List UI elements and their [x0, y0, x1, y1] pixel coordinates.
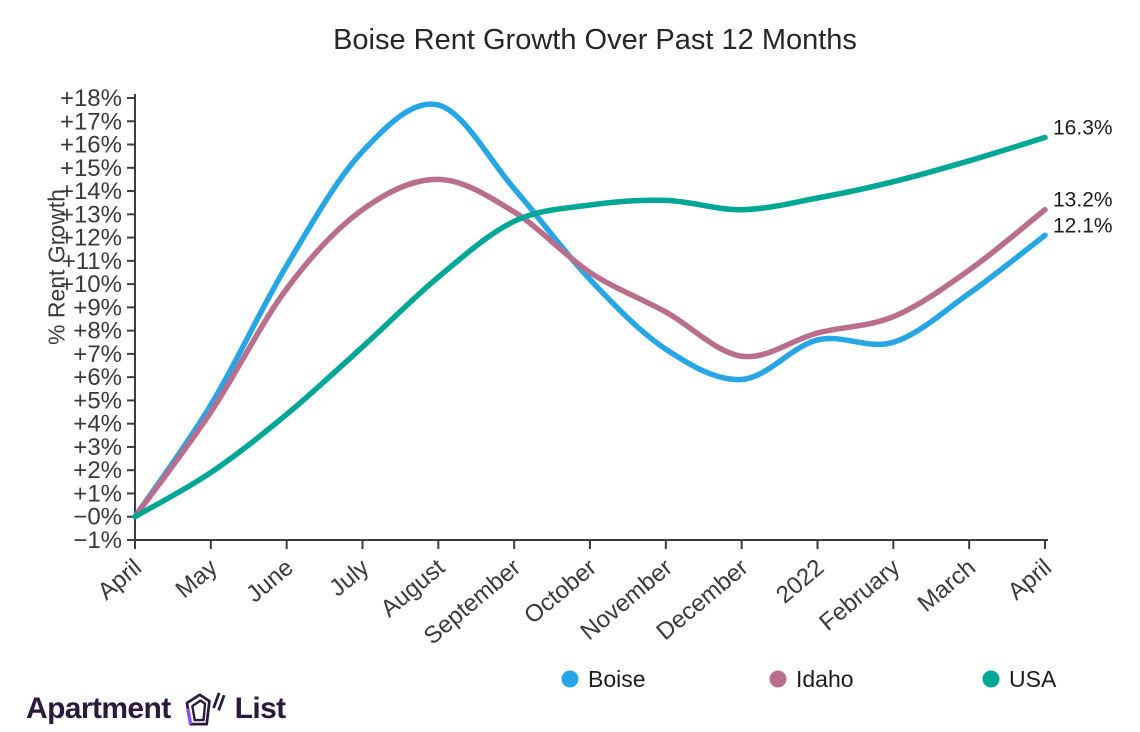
y-axis-tick-label: +2%	[73, 457, 122, 484]
x-axis-tick-label: May	[171, 554, 223, 604]
series-end-label-boise: 12.1%	[1053, 214, 1113, 237]
house-purple-accent	[185, 708, 192, 725]
y-axis-tick-label: +12%	[60, 225, 122, 252]
house-inner-outline	[190, 699, 206, 722]
y-axis-tick-label: +10%	[60, 271, 122, 298]
x-axis-tick-label: June	[241, 554, 298, 608]
chart-title: Boise Rent Growth Over Past 12 Months	[333, 24, 857, 56]
series-line-idaho	[132, 176, 1048, 520]
x-axis-tick-label: April	[1003, 554, 1057, 606]
apartment-list-house-icon	[185, 692, 226, 726]
y-axis-tick-label: +3%	[73, 434, 122, 461]
y-axis-tick-label: +15%	[60, 155, 122, 182]
apartment-list-logo: Apartment List	[26, 689, 286, 729]
y-axis-tick-label: +8%	[73, 318, 122, 345]
legend-marker-boise	[561, 670, 579, 688]
y-axis-tick-label: +9%	[73, 294, 122, 321]
x-axis-tick-label: March	[913, 554, 981, 618]
y-axis-tick-label: +18%	[60, 85, 122, 112]
y-axis-tick-label: −1%	[73, 527, 122, 554]
legend-marker-idaho	[769, 670, 787, 688]
house-slash-2	[216, 694, 226, 711]
house-outer-outline	[185, 693, 211, 726]
series-end-label-idaho: 13.2%	[1053, 189, 1113, 212]
logo-word-apartment: Apartment	[26, 692, 171, 725]
y-axis-tick-label: +4%	[73, 411, 122, 438]
y-axis-tick-label: +13%	[60, 201, 122, 228]
y-axis-tick-label: +14%	[60, 178, 122, 205]
x-axis-tick-label: April	[93, 554, 147, 606]
logo-word-list: List	[234, 692, 287, 725]
y-axis-tick-label: +5%	[73, 387, 122, 414]
legend-label-idaho: Idaho	[796, 666, 854, 692]
y-axis-tick-label: +7%	[73, 341, 122, 368]
x-axis-tick-label: February	[814, 554, 905, 636]
house-slash-1	[211, 692, 221, 709]
x-axis-tick-label: 2022	[771, 554, 829, 609]
legend-marker-usa	[982, 670, 1000, 688]
series-end-label-usa: 16.3%	[1053, 117, 1113, 140]
series-line-usa	[132, 134, 1048, 520]
y-axis-tick-label: +17%	[60, 108, 122, 135]
y-axis-tick-label: +6%	[73, 364, 122, 391]
y-axis-tick-label: −0%	[73, 504, 122, 531]
y-axis-tick-label: +11%	[62, 248, 122, 275]
legend-label-boise: Boise	[588, 666, 646, 692]
y-axis-tick-label: +16%	[60, 132, 122, 159]
y-axis-tick-label: +1%	[73, 480, 122, 507]
legend-label-usa: USA	[1009, 666, 1057, 692]
x-axis-tick-label: July	[324, 554, 374, 602]
